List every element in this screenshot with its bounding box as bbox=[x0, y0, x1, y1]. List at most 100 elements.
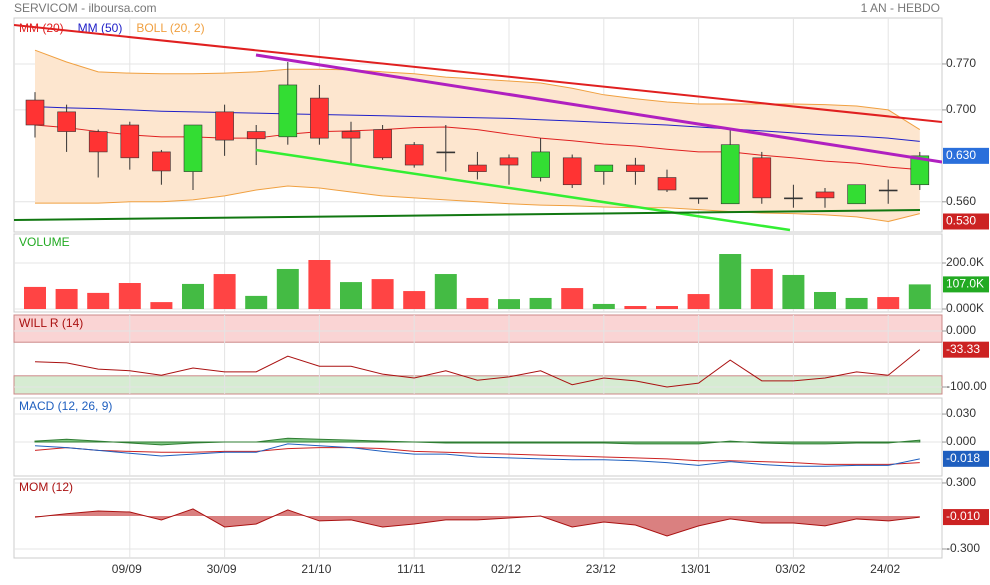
bar bbox=[245, 295, 268, 310]
trendline bbox=[14, 24, 942, 123]
candle-body bbox=[120, 124, 140, 159]
value-label: -0.010 bbox=[946, 509, 980, 523]
legend-entry: MM (50) bbox=[78, 21, 123, 35]
signal-line bbox=[34, 447, 920, 465]
candle-body bbox=[499, 157, 519, 166]
x-tick-label: 21/10 bbox=[301, 562, 331, 576]
bollinger-lower bbox=[35, 185, 920, 223]
chart-title: SERVICOM - ilboursa.com bbox=[14, 1, 156, 15]
y-tick-label: 0.770 bbox=[946, 56, 976, 70]
bar bbox=[877, 297, 900, 310]
bar bbox=[624, 306, 647, 310]
x-tick-label: 23/12 bbox=[586, 562, 616, 576]
bar bbox=[782, 274, 805, 310]
candle-body bbox=[152, 151, 171, 172]
panel-title: MOM (12) bbox=[19, 480, 73, 494]
candle-body bbox=[594, 164, 614, 172]
x-tick-label: 03/02 bbox=[775, 562, 805, 576]
trendline bbox=[255, 53, 942, 164]
bar bbox=[434, 274, 457, 310]
bar bbox=[719, 254, 742, 310]
trendline bbox=[14, 209, 921, 221]
y-tick-label: 0.560 bbox=[946, 194, 976, 208]
value-box bbox=[943, 341, 989, 358]
y-tick-label: 200.0K bbox=[946, 255, 984, 269]
trendlines bbox=[14, 24, 942, 232]
panel-title: MACD (12, 26, 9) bbox=[19, 399, 112, 413]
bar bbox=[687, 294, 710, 310]
candle-body bbox=[531, 151, 550, 178]
bar bbox=[561, 288, 584, 310]
moving-average bbox=[34, 124, 920, 171]
legend-entry: BOLL (20, 2) bbox=[136, 21, 204, 35]
x-tick-label: 30/09 bbox=[207, 562, 237, 576]
bar bbox=[371, 279, 394, 310]
value-label: -0.018 bbox=[946, 451, 980, 465]
value-box bbox=[943, 450, 989, 467]
bar bbox=[908, 284, 931, 310]
value-label: 0.530 bbox=[946, 214, 976, 228]
panel bbox=[13, 397, 943, 477]
value-label: -33.33 bbox=[946, 342, 980, 356]
bar bbox=[498, 299, 520, 310]
candle-body bbox=[341, 131, 361, 139]
bar bbox=[529, 297, 552, 310]
bar bbox=[213, 274, 236, 310]
bollinger-band bbox=[35, 50, 920, 222]
period: 1 AN - HEBDO bbox=[861, 1, 940, 15]
candle-body bbox=[847, 184, 866, 205]
candle-body bbox=[562, 157, 582, 186]
bar bbox=[24, 286, 46, 310]
y-tick-label: 0.030 bbox=[946, 406, 976, 420]
candle-body bbox=[57, 111, 76, 132]
x-tick-label: 09/09 bbox=[112, 562, 142, 576]
y-tick-label: 0.000K bbox=[946, 301, 984, 315]
y-tick-label: -100.00 bbox=[946, 379, 987, 393]
line bbox=[34, 349, 921, 388]
bar bbox=[814, 291, 836, 310]
candle-body bbox=[752, 157, 772, 199]
bar bbox=[845, 297, 868, 310]
bar bbox=[87, 292, 110, 310]
x-tick-label: 13/01 bbox=[681, 562, 711, 576]
candle-body bbox=[878, 189, 898, 192]
y-tick-label: 0.300 bbox=[946, 475, 976, 489]
bar bbox=[403, 291, 426, 310]
bar bbox=[592, 303, 615, 310]
trendline bbox=[255, 148, 791, 232]
value-box bbox=[943, 509, 989, 526]
candle-body bbox=[404, 144, 424, 166]
value-label: 0.630 bbox=[946, 148, 976, 162]
y-tick-label: 0.000 bbox=[946, 323, 976, 337]
x-tick-label: 24/02 bbox=[870, 562, 900, 576]
candle-body bbox=[436, 151, 456, 154]
candle-body bbox=[215, 111, 234, 141]
x-tick-label: 11/11 bbox=[397, 562, 426, 576]
value-box bbox=[943, 147, 989, 164]
moving-average bbox=[34, 106, 920, 142]
candle-body bbox=[784, 197, 803, 200]
candle-body bbox=[910, 155, 930, 186]
y-tick-label: 0.000 bbox=[946, 434, 976, 448]
candle-body bbox=[25, 99, 45, 126]
panel-title: WILL R (14) bbox=[19, 316, 83, 330]
x-tick-label: 02/12 bbox=[491, 562, 521, 576]
bar bbox=[656, 306, 678, 310]
candle-body bbox=[689, 197, 708, 200]
bar bbox=[55, 288, 78, 310]
value-box bbox=[943, 213, 989, 230]
candle-body bbox=[183, 124, 203, 172]
bar bbox=[276, 268, 299, 310]
candle-body bbox=[246, 131, 266, 140]
panel-title: VOLUME bbox=[19, 235, 70, 249]
zone bbox=[13, 375, 943, 395]
candle-body bbox=[815, 191, 835, 199]
candle-body bbox=[88, 131, 108, 153]
line bbox=[34, 508, 920, 537]
bar bbox=[182, 283, 204, 310]
value-label: 107.0K bbox=[946, 277, 984, 291]
candle-body bbox=[626, 164, 645, 172]
candle-body bbox=[310, 97, 329, 139]
bar bbox=[750, 268, 773, 310]
